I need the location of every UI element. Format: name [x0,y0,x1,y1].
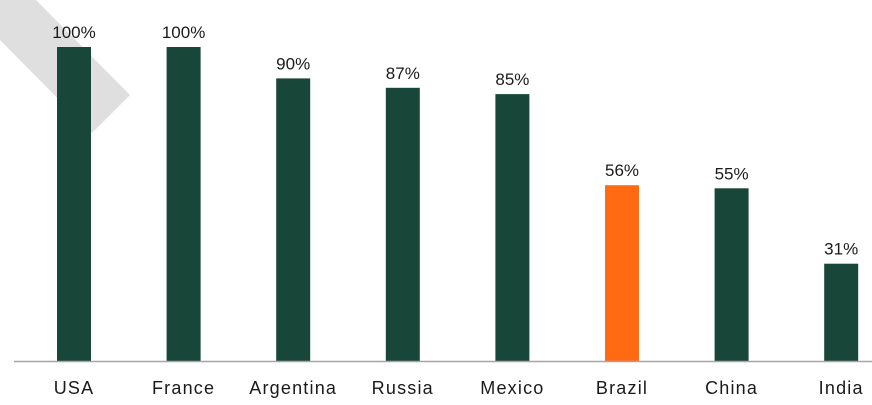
bar-brazil [605,185,639,361]
bars [57,47,859,362]
value-labels: 100% 100% 90% 87% 85% 56% 55% 31% [52,23,858,259]
bar-france [166,47,201,361]
bar-india [824,263,859,361]
tick-label-france: France [152,378,215,398]
bar-usa [57,47,91,361]
value-label-france: 100% [162,23,205,42]
value-label-russia: 87% [386,64,420,83]
value-label-india: 31% [824,240,858,259]
value-label-usa: 100% [52,23,95,42]
tick-label-mexico: Mexico [480,378,544,398]
tick-label-india: India [819,378,864,398]
bar-china [714,188,749,361]
x-tick-labels: USA France Argentina Russia Mexico Brazil Chin… [54,378,864,398]
tick-label-russia: Russia [372,378,434,398]
bar-russia [385,87,420,362]
tick-label-argentina: Argentina [249,378,337,398]
value-label-china: 55% [715,164,749,183]
tick-label-brazil: Brazil [596,378,648,398]
bar-mexico [495,94,530,361]
tick-label-china: China [705,378,758,398]
value-label-brazil: 56% [605,161,639,180]
value-label-mexico: 85% [495,70,529,89]
tick-label-usa: USA [54,378,95,398]
value-label-argentina: 90% [276,54,310,73]
bar-argentina [276,78,311,362]
